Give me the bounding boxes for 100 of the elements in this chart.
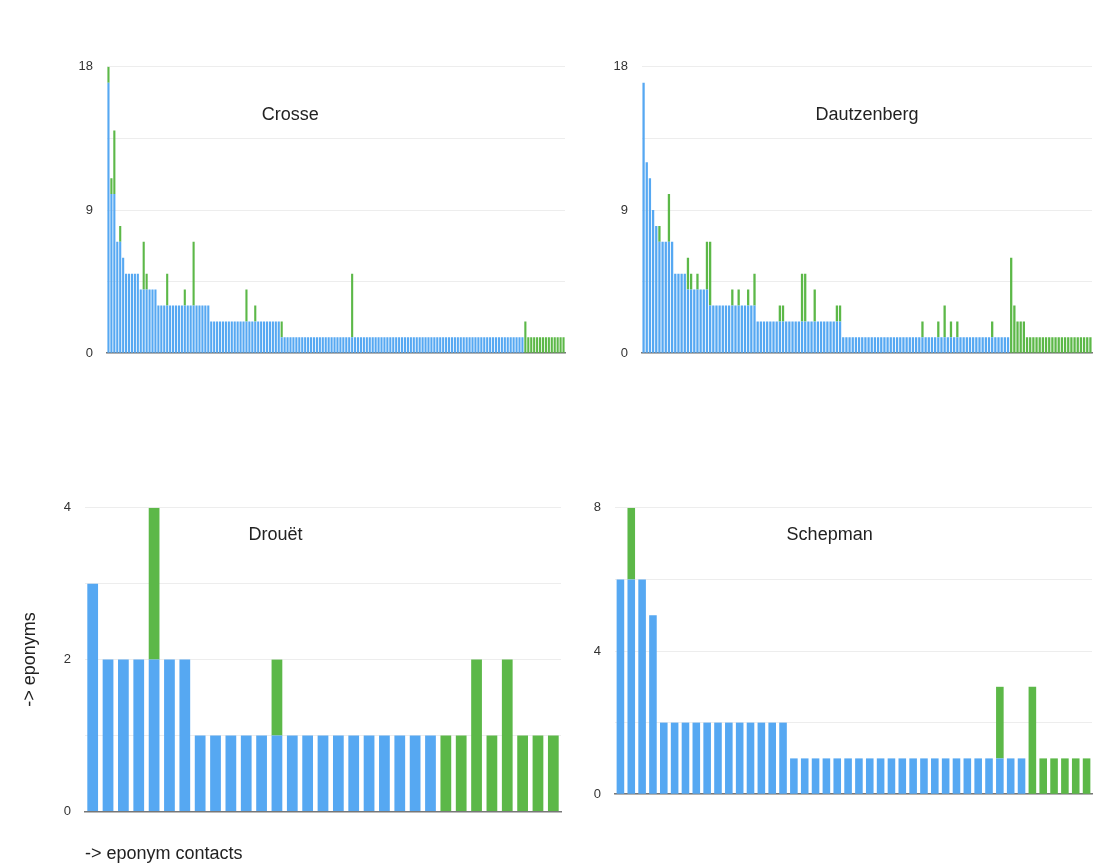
bar [512,337,515,353]
bar [1028,686,1037,794]
bar [130,273,134,353]
bar [779,722,787,794]
bar [486,735,498,811]
bar [248,321,251,353]
bar [415,337,418,353]
y-tick-label: 2 [63,651,71,667]
bar [1017,758,1026,794]
bar [179,659,191,811]
bar [762,321,766,353]
bar [286,337,289,353]
bar [823,321,826,353]
bar [501,659,513,811]
y-tick-label: 18 [613,58,628,74]
bar [254,321,257,353]
bar [351,273,354,338]
bar [455,735,467,811]
bar [810,321,813,353]
bar [562,337,565,353]
bar [436,337,439,353]
bar [835,321,839,353]
bar [638,579,646,794]
bar [283,337,286,353]
bar [119,241,122,353]
bar [471,337,474,353]
bar [339,337,342,353]
text: Dautzenberg [815,103,919,124]
bar [692,722,701,794]
bar [301,337,304,353]
bar [240,735,252,811]
bar [213,321,216,353]
bar [985,758,993,794]
bar [230,321,233,353]
y-tick-label: 9 [620,201,628,217]
bar [133,659,145,811]
bar [151,289,154,353]
bar [87,583,99,811]
bar [183,305,186,353]
bar [559,337,562,353]
bar [427,337,430,353]
bar [1035,337,1038,353]
bar [245,321,248,353]
bar [1076,337,1079,353]
bar [254,305,257,322]
bar [225,735,237,811]
bar [1050,758,1058,794]
bar [703,722,711,794]
bar [425,735,436,811]
x-axis-title: -> eponym contacts [85,843,243,864]
bar [292,337,295,353]
bar [317,735,329,811]
bar [895,337,899,353]
bar [307,337,310,353]
bar [430,337,433,353]
bar [216,321,219,353]
bar [800,321,804,353]
bar [865,758,874,794]
bar [186,305,189,353]
bar [142,241,145,290]
bar [981,337,984,353]
bar [1079,337,1083,353]
bar [489,337,492,353]
bar [927,337,930,353]
bar [395,337,398,353]
bar [905,337,908,353]
y-tick-label: 0 [63,802,71,818]
bar [541,337,545,353]
bar [772,321,775,353]
bar [406,337,409,353]
bar [447,337,451,353]
bar [886,337,889,353]
y-tick-label: 4 [63,499,71,515]
bar [838,321,842,353]
bar [975,337,978,353]
bar [766,321,769,353]
bar [848,337,851,353]
bar [459,337,462,353]
bar [518,337,521,353]
bar [553,337,556,353]
bar [788,321,791,353]
bar [102,659,114,811]
bar [462,337,465,353]
bar [201,305,204,353]
bar [627,579,636,794]
bar [274,321,277,353]
bar [532,735,544,811]
bar [816,321,820,353]
bar [1067,337,1070,353]
bar [492,337,495,353]
bar [1038,337,1041,353]
bar [769,321,772,353]
bar [1060,337,1064,353]
bar [509,337,512,353]
bar [506,337,509,353]
bar [937,337,940,353]
bar [642,82,645,353]
bar [477,337,480,353]
y-tick-label: 4 [593,642,601,658]
bar [921,321,924,338]
